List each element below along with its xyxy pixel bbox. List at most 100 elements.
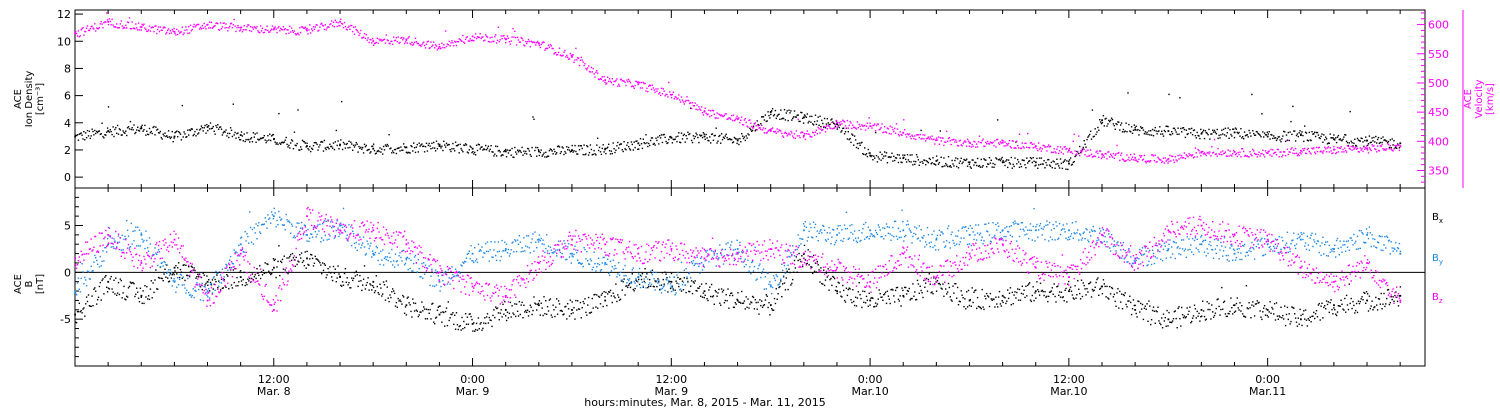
bx-dot [791,282,793,285]
velocity-dot [349,28,351,30]
bx-dot [172,272,174,274]
bx-dot [512,312,514,314]
density-dot [866,155,869,158]
density-dot [271,134,274,136]
velocity-dot [1368,147,1371,149]
density-dot [277,143,279,146]
by-dot [129,246,132,248]
panel-bottom-frame [74,187,1426,367]
velocity-dot [1314,151,1316,153]
density-dot [303,141,306,143]
velocity-dot [283,29,285,31]
velocity-dot [365,34,367,36]
bx-dot [336,277,338,279]
by-dot [145,230,147,232]
velocity-dot [1276,148,1279,151]
velocity-dot [873,124,875,127]
density-dot [1152,135,1155,137]
velocity-dot [324,24,326,26]
density-dot [638,148,640,150]
velocity-dot [229,23,232,25]
density-dot [865,153,868,155]
velocity-dot [474,33,477,35]
density-dot [233,134,235,136]
bx-dot [700,295,702,297]
velocity-dot [1133,153,1135,155]
velocity-dot [186,29,188,31]
velocity-series-point [273,28,275,31]
bx-dot [356,274,358,276]
velocity-dot [197,23,199,26]
bx-dot [1386,297,1388,300]
density-dot [268,139,270,141]
bx-dot [1034,292,1036,294]
density-dot [1320,135,1322,138]
density-dot [531,146,533,149]
velocity-dot [494,35,496,38]
bx-dot [901,287,903,289]
velocity-dot [248,24,250,26]
by-dot [312,226,315,229]
bx-dot [113,279,115,281]
density-dot [603,151,605,153]
by-dot [116,246,118,248]
density-dot [591,154,593,156]
bx-dot [473,322,475,324]
density-dot [1040,157,1043,159]
density-dot [738,143,740,146]
bx-dot [1370,305,1372,307]
velocity-dot [692,105,695,107]
density-dot [803,114,806,116]
density-dot [326,146,328,149]
bx-dot [413,302,415,304]
bx-dot [1070,290,1073,292]
velocity-dot [782,136,785,138]
density-dot [1083,140,1085,142]
velocity-dot [986,143,988,145]
velocity-dot [829,127,831,129]
density-series-point [306,145,308,147]
velocity-dot [557,51,560,54]
velocity-dot [358,34,360,37]
density-dot [1193,129,1196,131]
velocity-dot [1365,147,1367,149]
bx-dot [1245,285,1248,287]
bx-dot [326,274,328,276]
bx-dot [488,316,490,319]
bx-dot [259,277,262,280]
bx-series-point [504,309,507,311]
velocity-dot [1322,152,1324,154]
bx-dot [451,313,453,316]
velocity-dot [550,45,552,47]
velocity-dot [1140,155,1143,157]
bx-dot [1342,308,1344,310]
velocity-dot [397,36,399,38]
velocity-dot [1376,145,1379,147]
bx-dot [954,283,956,285]
density-dot [363,143,366,146]
velocity-dot [1295,152,1298,154]
bx-dot [430,318,432,320]
density-dot [364,146,367,148]
velocity-dot [242,29,244,31]
density-dot [249,141,251,143]
density-dot [534,149,536,152]
density-dot [538,154,541,157]
bx-dot [924,286,926,288]
velocity-dot [447,44,449,46]
bx-dot [1271,306,1273,309]
density-dot [1089,133,1091,136]
velocity-dot [907,134,910,136]
density-dot [1331,137,1333,139]
density-dot [419,145,421,147]
velocity-dot [1014,147,1016,149]
density-dot [524,152,526,155]
bx-dot [1375,296,1377,299]
bx-dot [1146,303,1148,305]
bx-dot [186,274,188,277]
velocity-dot [936,139,939,141]
by-dot [205,291,207,294]
velocity-dot [304,26,306,28]
velocity-dot [183,32,185,34]
density-dot [656,139,658,142]
